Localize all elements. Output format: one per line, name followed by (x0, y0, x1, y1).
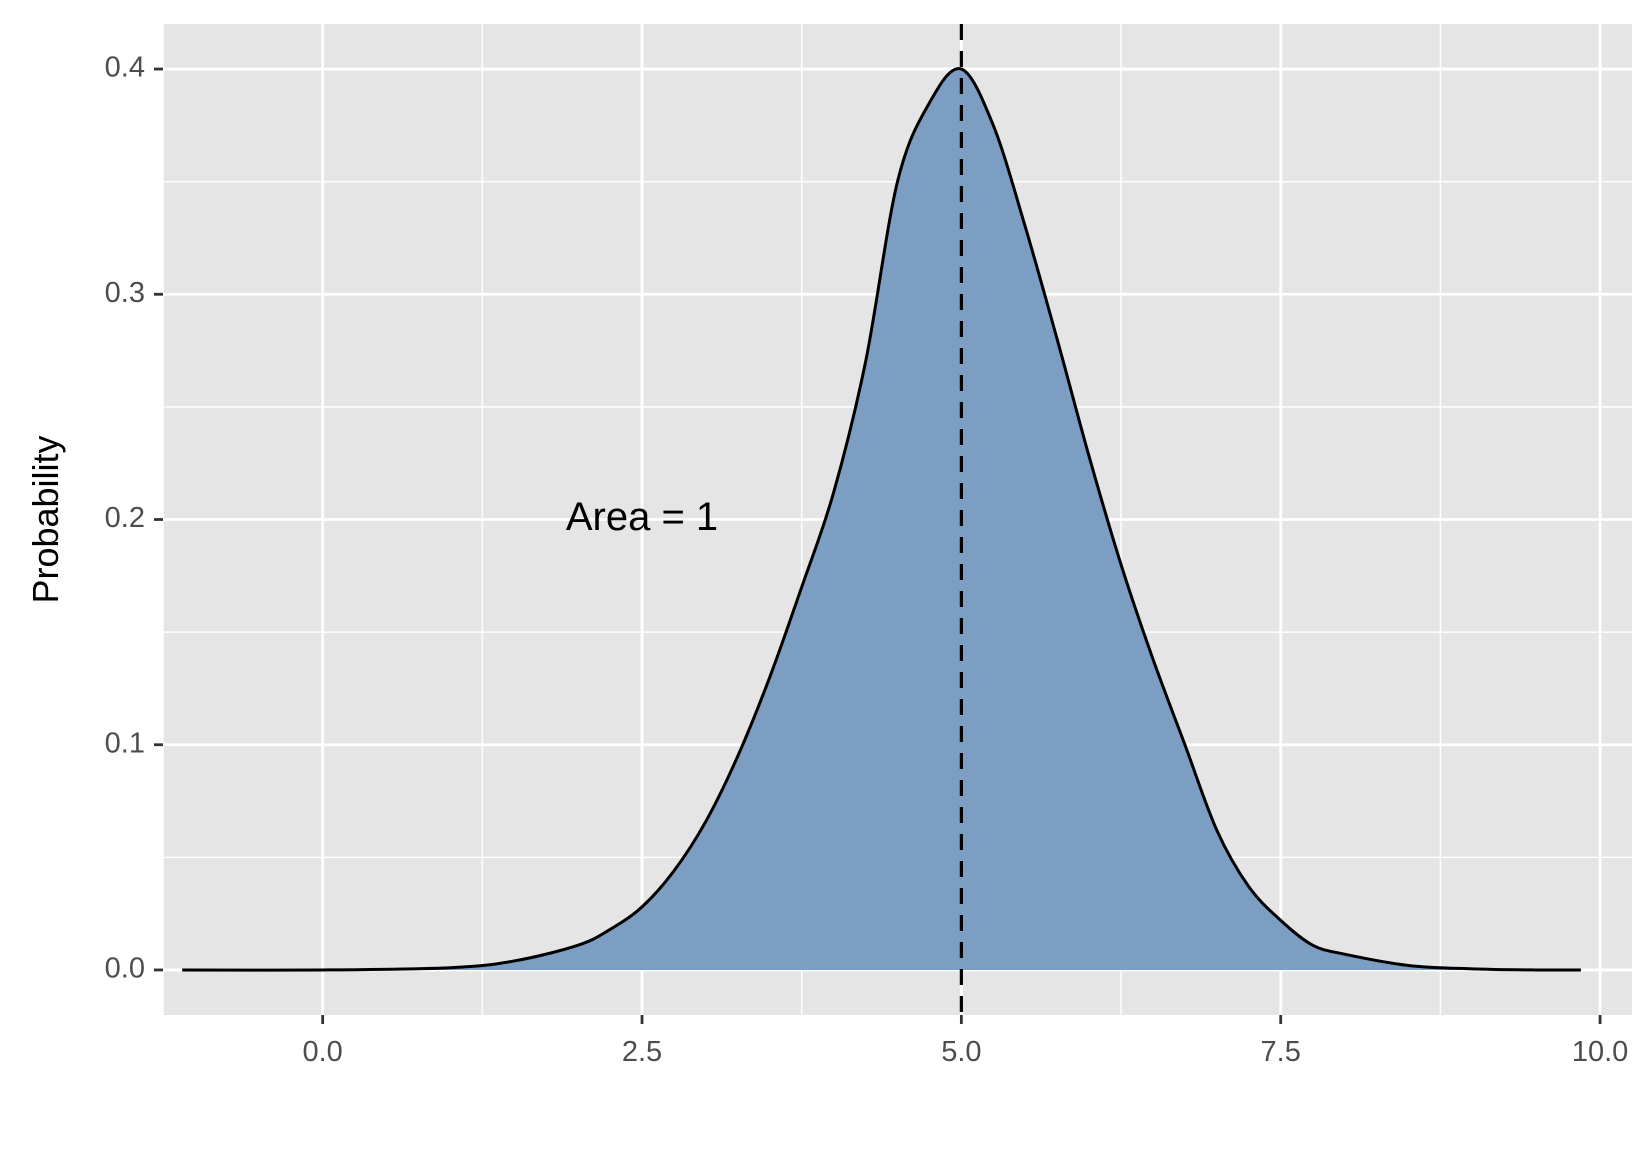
y-tick-label: 0.0 (105, 953, 145, 985)
y-tick-label: 0.3 (105, 277, 145, 309)
x-tick-label: 5.0 (941, 1036, 981, 1068)
y-axis: 0.0 0.1 0.2 0.3 0.4 (105, 52, 163, 985)
density-curve (182, 67, 1581, 972)
area-annotation: Area = 1 (566, 495, 718, 539)
x-tick-label: 10.0 (1572, 1036, 1628, 1068)
y-tick-label: 0.2 (105, 502, 145, 534)
x-tick-label: 2.5 (622, 1036, 662, 1068)
major-gridlines (163, 24, 1632, 1015)
y-tick-label: 0.4 (105, 52, 145, 84)
y-tick-label: 0.1 (105, 727, 145, 759)
y-axis-title: Probability (25, 435, 66, 603)
x-axis: 0.0 2.5 5.0 7.5 10.0 (303, 1015, 1628, 1068)
x-tick-label: 7.5 (1261, 1036, 1301, 1068)
density-area (182, 68, 1581, 971)
x-tick-label: 0.0 (303, 1036, 343, 1068)
